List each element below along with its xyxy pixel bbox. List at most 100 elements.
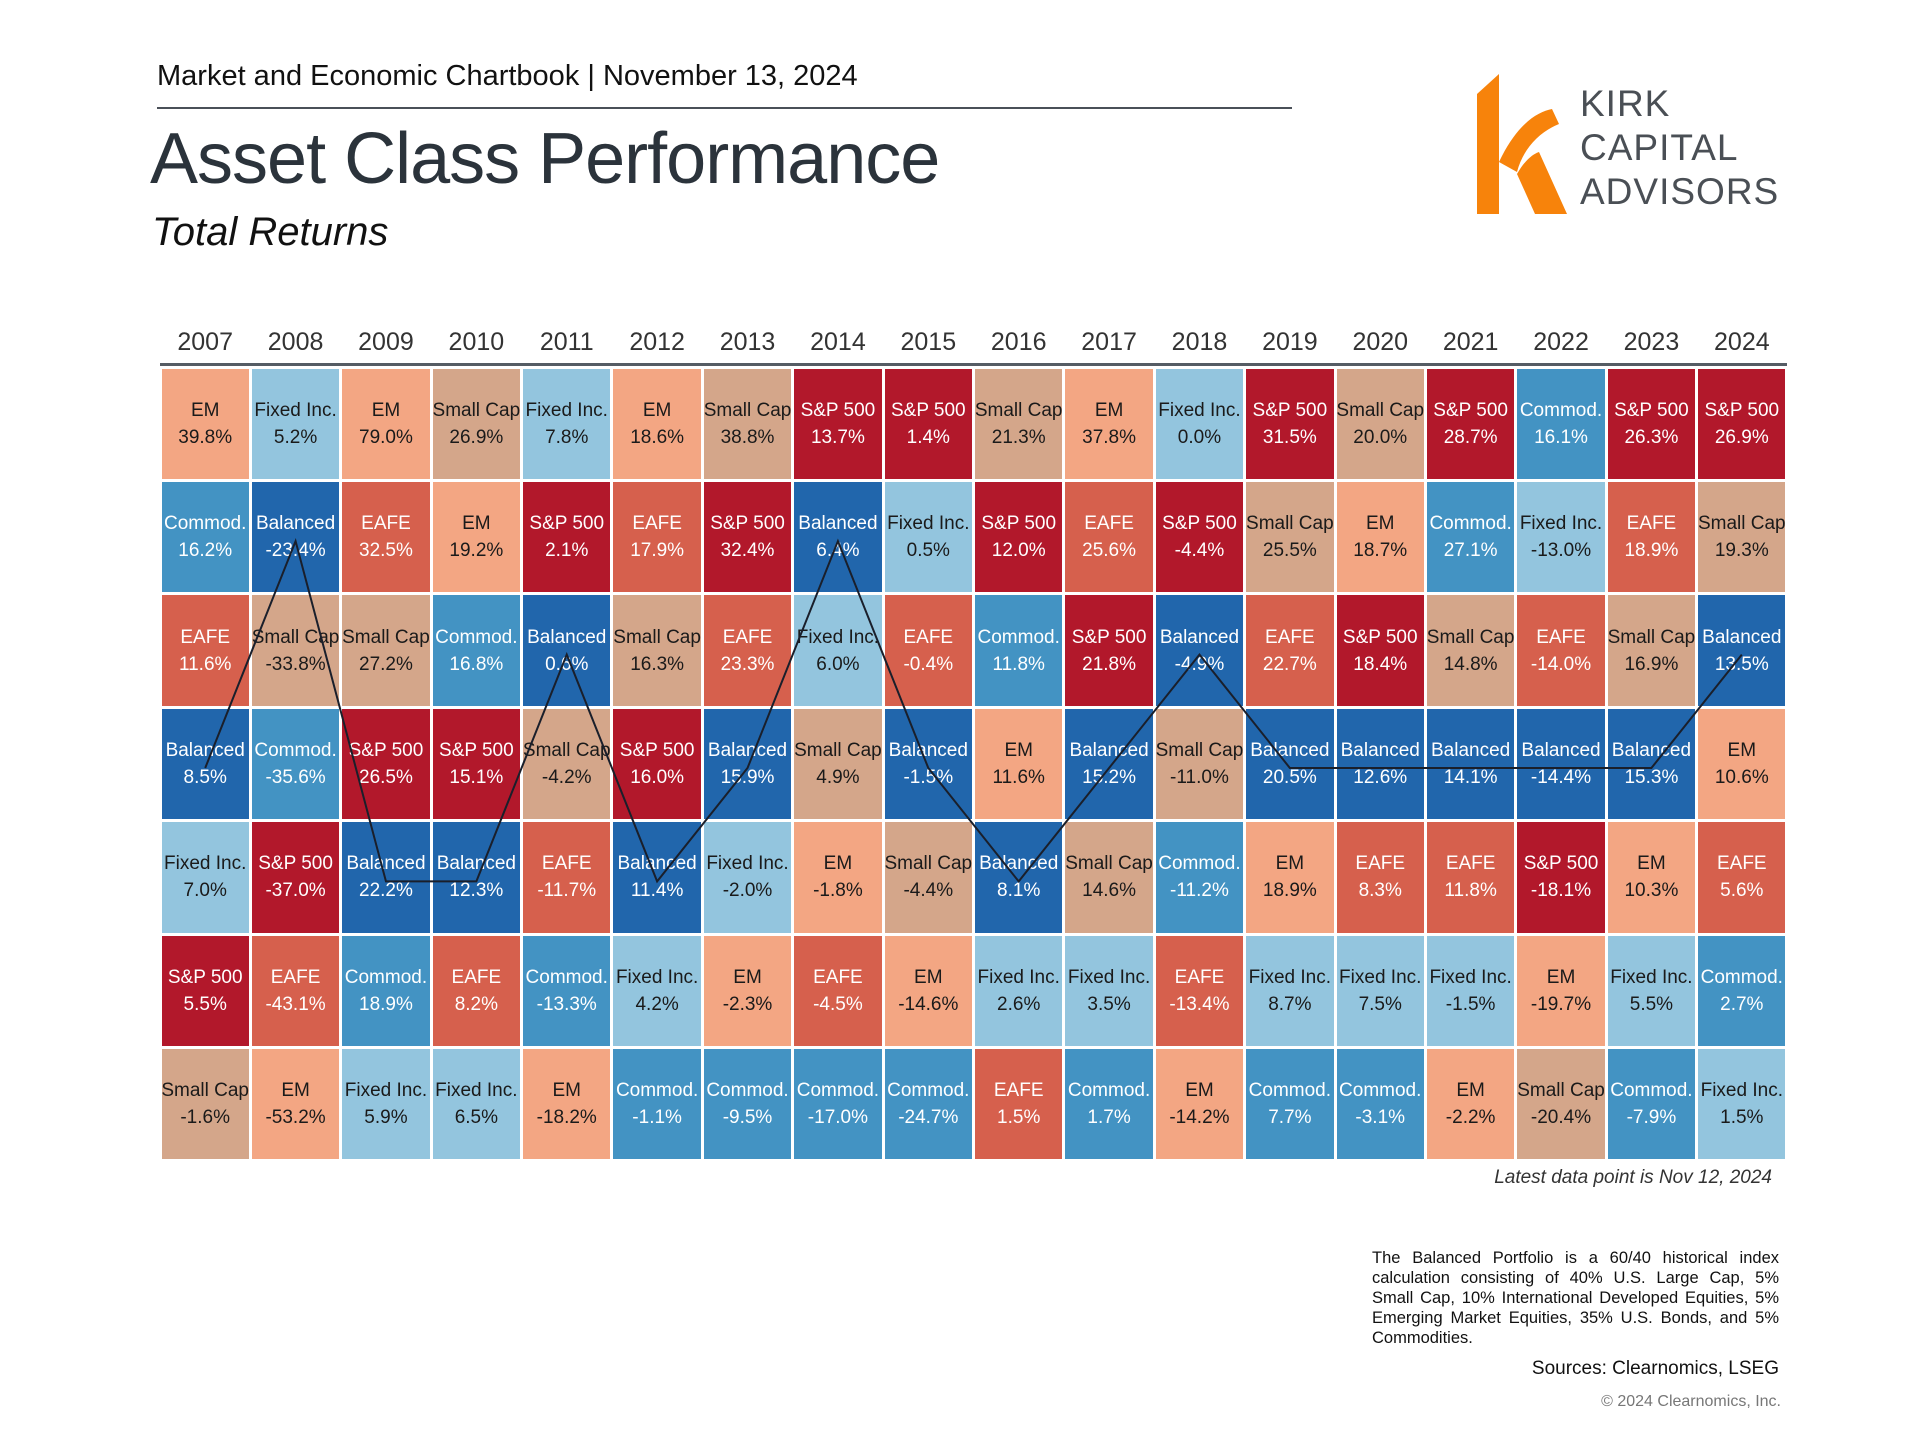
asset-name: Fixed Inc. (344, 1080, 428, 1102)
asset-cell: EAFE 1.5% (975, 1049, 1063, 1160)
asset-return: -20.4% (1530, 1107, 1592, 1129)
asset-return: 7.5% (1358, 993, 1402, 1015)
asset-return: 8.3% (1358, 880, 1402, 902)
asset-return: 0.5% (906, 540, 950, 562)
asset-return: 18.7% (1353, 540, 1408, 562)
asset-cell: Fixed Inc. 6.5% (432, 1049, 521, 1160)
asset-name: Commod. (1339, 1080, 1422, 1102)
asset-return: 15.2% (1082, 766, 1136, 788)
asset-name: S&P 500 (167, 966, 243, 988)
asset-name: EAFE (361, 513, 411, 535)
asset-cell: Fixed Inc. 5.2% (251, 368, 340, 479)
asset-return: 11.4% (630, 880, 684, 902)
asset-name: EM (823, 853, 853, 875)
asset-return: 18.6% (630, 426, 685, 448)
asset-cell: Small Cap -1.6% (161, 1049, 250, 1160)
asset-return: -1.6% (180, 1107, 230, 1129)
year-label: 2007 (177, 328, 233, 356)
year-label: 2008 (267, 328, 324, 356)
asset-return: 11.8% (1444, 880, 1497, 902)
asset-name: Small Cap (1517, 1080, 1605, 1102)
asset-name: Balanced (888, 739, 968, 761)
asset-name: S&P 500 (890, 399, 966, 421)
asset-name: EM (1727, 739, 1757, 761)
asset-cell: Balanced 6.4% (794, 481, 882, 593)
asset-return: 6.5% (454, 1107, 498, 1129)
asset-name: EAFE (270, 966, 321, 988)
asset-return: -13.0% (1530, 540, 1592, 562)
asset-cell: EM 79.0% (342, 368, 430, 479)
asset-return: 1.5% (997, 1107, 1041, 1129)
asset-name: Balanced (1611, 739, 1692, 761)
year-label: 2021 (1442, 328, 1499, 356)
asset-name: Commod. (254, 739, 337, 761)
asset-return: 22.7% (1262, 653, 1317, 675)
asset-name: EAFE (1084, 513, 1134, 535)
asset-name: Balanced (1521, 739, 1601, 761)
asset-name: S&P 500 (1162, 513, 1237, 535)
asset-cell: Balanced 0.6% (523, 595, 611, 706)
asset-return: -14.0% (1530, 653, 1592, 675)
asset-name: EAFE (1174, 966, 1225, 988)
asset-return: 8.1% (997, 880, 1041, 902)
asset-return: -7.9% (1626, 1107, 1677, 1129)
asset-return: -2.2% (1445, 1107, 1496, 1129)
asset-cell: Balanced -23.4% (251, 481, 340, 593)
year-label: 2013 (719, 328, 776, 356)
asset-name: Fixed Inc. (525, 399, 608, 421)
asset-name: Small Cap (161, 1080, 250, 1102)
asset-name: Small Cap (251, 626, 340, 648)
asset-cell: EAFE 5.6% (1698, 822, 1786, 933)
asset-cell: Small Cap -4.2% (523, 708, 611, 820)
asset-cell: Commod. -17.0% (794, 1049, 882, 1160)
asset-cell: Small Cap -33.8% (251, 595, 340, 706)
asset-cell: Small Cap 16.9% (1608, 595, 1695, 706)
asset-return: 5.9% (364, 1107, 408, 1129)
asset-cell: Commod. 7.7% (1246, 1049, 1334, 1160)
asset-cell: Fixed Inc. 6.0% (794, 595, 882, 706)
asset-cell: Balanced -1.5% (884, 708, 972, 820)
asset-return: 1.5% (1720, 1107, 1764, 1129)
asset-name: EAFE (1716, 853, 1767, 875)
asset-return: 6.0% (816, 653, 860, 675)
asset-name: Fixed Inc. (435, 1080, 518, 1102)
asset-cell: Fixed Inc. 7.8% (523, 368, 611, 479)
asset-cell: EM -2.2% (1426, 1049, 1515, 1160)
year-label: 2017 (1081, 328, 1137, 356)
asset-name: Fixed Inc. (1429, 966, 1512, 988)
asset-return: -1.5% (1445, 993, 1496, 1015)
asset-name: Balanced (1431, 739, 1511, 761)
asset-name: S&P 500 (258, 853, 333, 875)
asset-name: Small Cap (1246, 513, 1334, 535)
asset-return: 12.6% (1353, 766, 1408, 788)
asset-return: 16.1% (1534, 426, 1588, 448)
year-label: 2020 (1352, 328, 1409, 356)
asset-return: 19.2% (449, 540, 504, 562)
asset-cell: EAFE -13.4% (1155, 935, 1244, 1047)
asset-return: 32.4% (720, 540, 775, 562)
logo-text: KIRK CAPITAL ADVISORS (1580, 82, 1779, 214)
asset-return: 20.0% (1353, 426, 1408, 448)
asset-name: EAFE (180, 626, 230, 648)
asset-return: 12.3% (449, 880, 504, 902)
asset-name: Small Cap (974, 399, 1063, 421)
asset-cell: Small Cap 19.3% (1698, 481, 1786, 593)
year-header-rule (160, 363, 1787, 366)
asset-name: S&P 500 (1523, 853, 1599, 875)
asset-return: 11.8% (992, 653, 1045, 675)
asset-return: 26.3% (1624, 426, 1679, 448)
asset-name: Small Cap (342, 626, 430, 648)
asset-return: 37.8% (1082, 426, 1136, 448)
asset-return: 11.6% (178, 653, 232, 675)
asset-cell: Balanced -4.9% (1155, 595, 1244, 706)
asset-name: EAFE (1265, 626, 1315, 648)
asset-cell: Small Cap 4.9% (794, 708, 882, 820)
asset-cell: EM -14.6% (884, 935, 972, 1047)
asset-cell: Commod. 2.7% (1698, 935, 1786, 1047)
logo-line: ADVISORS (1580, 171, 1780, 212)
asset-cell: S&P 500 15.1% (432, 708, 521, 820)
asset-return: 8.5% (183, 766, 227, 788)
asset-cell: EM -18.2% (523, 1049, 611, 1160)
asset-return: 16.8% (449, 653, 504, 675)
year-header-row: 2007 2008 2009 2010 2011 2012 2013 2014 2015 2016… (160, 328, 1787, 362)
